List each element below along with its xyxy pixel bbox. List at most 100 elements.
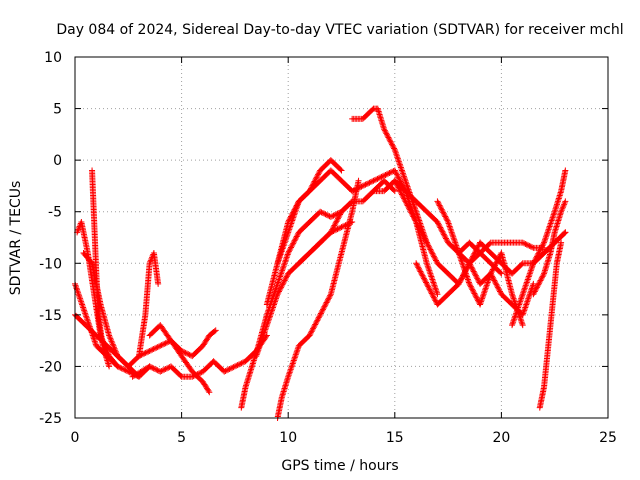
data-point [435,201,442,208]
data-point [118,365,125,372]
data-point [489,267,496,274]
data-point [267,311,274,318]
data-point [294,347,301,354]
data-point [440,230,447,237]
data-point [420,232,427,239]
data-point [278,249,285,256]
data-point [389,142,396,149]
data-point [79,303,86,310]
data-point [265,317,272,324]
data-point [281,239,288,246]
data-point [494,282,501,289]
data-point [119,366,126,373]
data-point [426,245,433,252]
data-point [289,216,296,223]
data-point [73,283,80,290]
data-point [293,350,300,357]
data-point [415,264,422,271]
data-point [511,316,518,323]
data-point [235,361,242,368]
data-point [82,311,89,318]
data-point [422,278,429,285]
data-point [562,167,569,174]
data-point [377,174,384,181]
data-point [353,186,360,193]
data-point [430,253,437,260]
data-point [451,238,458,245]
data-point [430,294,437,301]
data-point [280,263,287,270]
data-point [313,174,320,181]
data-point [278,284,285,291]
data-point [400,194,407,201]
data-point [428,289,435,296]
data-point [283,235,290,242]
data-point [395,158,402,165]
data-point [474,275,481,282]
data-point [310,325,317,332]
data-point [441,232,448,239]
data-point [332,219,339,226]
data-series-8 [129,332,270,380]
data-point [440,231,447,238]
data-point [440,209,447,216]
data-series-6 [135,249,162,360]
data-point [282,276,289,283]
data-point [345,220,352,227]
data-point [431,283,438,290]
data-point [533,284,540,291]
data-point [110,342,117,349]
data-point [253,353,260,360]
data-point [546,224,553,231]
data-point [534,282,541,289]
data-point [455,280,462,287]
data-point [382,171,389,178]
data-point [334,226,341,233]
data-point [157,342,164,349]
data-point [313,318,320,325]
data-point [437,203,444,210]
data-point [381,127,388,134]
data-point [270,301,277,308]
data-point [346,220,353,227]
data-point [264,319,271,326]
data-point [527,267,534,274]
data-point [405,203,412,210]
data-point [239,359,246,366]
data-point [396,175,403,182]
data-point [518,294,525,301]
data-point [112,347,119,354]
data-point [255,345,262,352]
data-point [416,267,423,274]
data-point [470,268,477,275]
data-point [411,216,418,223]
data-point [290,214,297,221]
data-point [510,317,517,324]
data-point [286,369,293,376]
data-point [397,163,404,170]
data-point [424,282,431,289]
data-point [260,332,267,339]
data-point [309,182,316,189]
data-point [275,279,282,286]
data-point [280,264,287,271]
axis-ticks: 0 5 10 15 20 25 -25 -20 -15 -10 -5 0 5 10 [39,50,617,446]
data-point [272,297,279,304]
data-point [287,245,294,252]
x-tick-label: 0 [71,430,80,446]
data-point [418,269,425,276]
data-point [479,295,486,302]
data-point [402,198,409,205]
data-point [537,246,544,253]
data-point [522,240,529,247]
data-point [492,278,499,285]
data-point [520,308,527,315]
data-point [561,230,568,237]
y-tick-label: -15 [39,308,62,324]
data-point [278,270,285,277]
data-point [443,216,450,223]
data-point [262,326,269,333]
data-point [388,139,395,146]
data-point [536,278,543,285]
data-point [434,291,441,298]
